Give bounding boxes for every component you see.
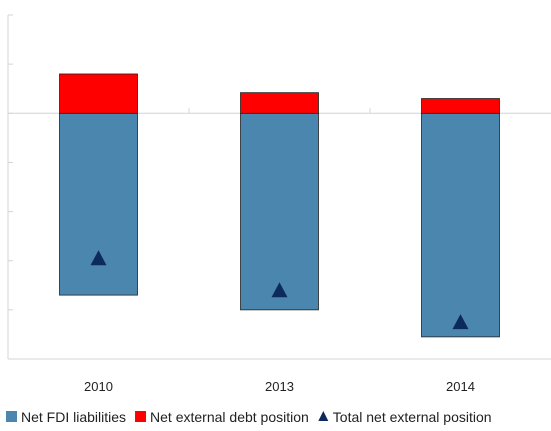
bar-net-fdi-liabilities-2014: [421, 112, 500, 338]
legend-swatch-net-external-debt-position: [135, 411, 147, 422]
legend-label-net-fdi-liabilities: Net FDI liabilities: [21, 409, 126, 425]
bar-net-external-debt-position-2014: [421, 98, 500, 114]
marker-total-net-external-position-2013: [271, 282, 288, 298]
bar-net-fdi-liabilities-2010: [59, 112, 138, 296]
bar-net-fdi-liabilities-2013: [240, 112, 319, 311]
x-tick-labels: 2010 2013 2014: [84, 379, 475, 394]
bar-net-external-debt-position-2010: [59, 73, 138, 114]
marker-total-net-external-position-2014: [452, 314, 469, 330]
bars: [59, 73, 500, 338]
x-tick-label: 2013: [265, 379, 294, 394]
marker-total-net-external-position-2010: [90, 250, 107, 266]
legend-label-total-net-external-position: Total net external position: [333, 409, 492, 425]
x-tick-label: 2014: [446, 379, 475, 394]
markers: [90, 250, 469, 330]
legend: Net FDI liabilities Net external debt pos…: [6, 409, 492, 425]
legend-swatch-net-fdi-liabilities: [6, 411, 17, 422]
legend-swatch-total-net-external-position: [318, 411, 329, 421]
bar-net-external-debt-position-2013: [240, 92, 319, 114]
x-tick-label: 2010: [84, 379, 113, 394]
legend-label-net-external-debt-position: Net external debt position: [150, 409, 309, 425]
